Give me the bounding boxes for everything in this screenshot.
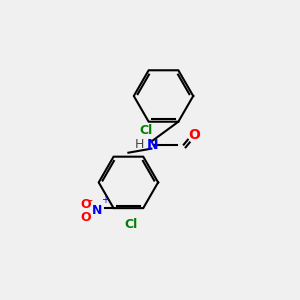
Text: H: H: [135, 138, 145, 151]
Text: O: O: [80, 211, 91, 224]
Text: O: O: [80, 198, 91, 211]
Text: -: -: [87, 194, 92, 208]
Text: O: O: [188, 128, 200, 142]
Text: Cl: Cl: [124, 218, 138, 230]
Text: +: +: [101, 195, 110, 206]
Text: N: N: [147, 138, 158, 152]
Text: Cl: Cl: [139, 124, 153, 137]
Text: N: N: [92, 204, 103, 217]
